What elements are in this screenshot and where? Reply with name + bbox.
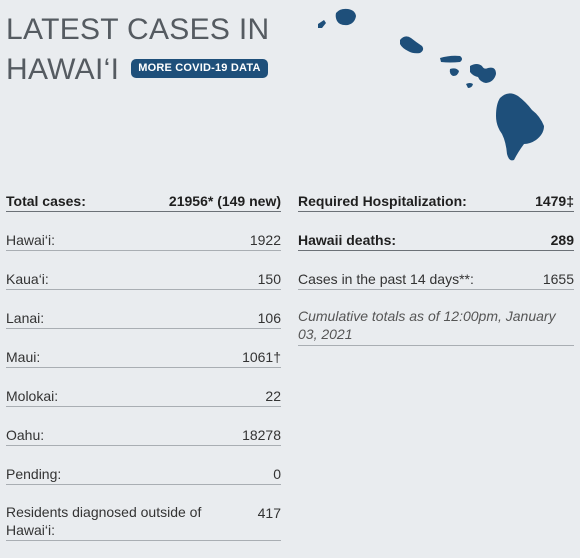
row-value: 0 [273, 466, 281, 482]
cumulative-totals-note: Cumulative totals as of 12:00pm, January… [298, 307, 574, 346]
title-line-2-wrap: HAWAI‘I MORE COVID-19 DATA [6, 50, 269, 90]
title-line-1: LATEST CASES IN [6, 13, 270, 46]
table-row-kauai: Kaua‘i: 150 [6, 268, 281, 290]
table-row-total-cases: Total cases: 21956* (149 new) [6, 190, 281, 212]
row-label: Pending: [6, 466, 62, 482]
row-label: Molokai: [6, 388, 59, 404]
kauai-island [335, 8, 356, 26]
table-row-hospitalization: Required Hospitalization: 1479‡ [298, 190, 574, 212]
maui-island [470, 64, 496, 83]
row-label: Required Hospitalization: [298, 193, 467, 209]
table-row-past-14-days: Cases in the past 14 days**: 1655 [298, 268, 574, 290]
row-label: Lanai: [6, 310, 45, 326]
niihau-island [318, 20, 326, 28]
row-value: 289 [550, 232, 574, 248]
row-label: Kaua‘i: [6, 271, 49, 287]
row-label: Hawai‘i: [6, 232, 56, 248]
county-cases-table: Total cases: 21956* (149 new) Hawai‘i: 1… [6, 190, 281, 558]
lanai-island [449, 68, 459, 76]
molokai-island [440, 55, 462, 63]
row-value: 150 [257, 271, 281, 287]
row-value: 21956* (149 new) [168, 193, 281, 209]
table-row-pending: Pending: 0 [6, 463, 281, 485]
row-value: 1061† [242, 349, 281, 365]
row-value: 22 [265, 388, 281, 404]
table-row-molokai: Molokai: 22 [6, 385, 281, 407]
row-value: 18278 [242, 427, 281, 443]
row-value: 106 [257, 310, 281, 326]
row-label: Residents diagnosed outside of Hawai‘i: [6, 504, 202, 538]
table-row-outside-hawaii: Residents diagnosed outside of Hawai‘i: … [6, 502, 281, 541]
row-value: 1479‡ [535, 193, 574, 209]
table-row-lanai: Lanai: 106 [6, 307, 281, 329]
row-value: 1922 [249, 232, 281, 248]
row-label: Maui: [6, 349, 41, 365]
row-label: Hawaii deaths: [298, 232, 397, 248]
hawaii-islands-map-icon [318, 8, 544, 161]
oahu-island [400, 36, 424, 54]
row-label: Total cases: [6, 193, 86, 209]
statewide-stats-table: Required Hospitalization: 1479‡ Hawaii d… [298, 190, 574, 346]
title-line-2: HAWAI‘I [6, 53, 120, 86]
table-row-oahu: Oahu: 18278 [6, 424, 281, 446]
page-title: LATEST CASES IN HAWAI‘I MORE COVID-19 DA… [6, 10, 269, 90]
row-value: 1655 [542, 271, 574, 287]
more-covid-data-button[interactable]: MORE COVID-19 DATA [131, 58, 268, 78]
row-label: Oahu: [6, 427, 45, 443]
table-row-maui: Maui: 1061† [6, 346, 281, 368]
row-label: Cases in the past 14 days**: [298, 271, 474, 287]
kahoolawe-island [466, 83, 473, 88]
table-row-deaths: Hawaii deaths: 289 [298, 229, 574, 251]
big-island [496, 93, 544, 161]
table-row-hawaii: Hawai‘i: 1922 [6, 229, 281, 251]
row-value: 417 [257, 505, 281, 521]
